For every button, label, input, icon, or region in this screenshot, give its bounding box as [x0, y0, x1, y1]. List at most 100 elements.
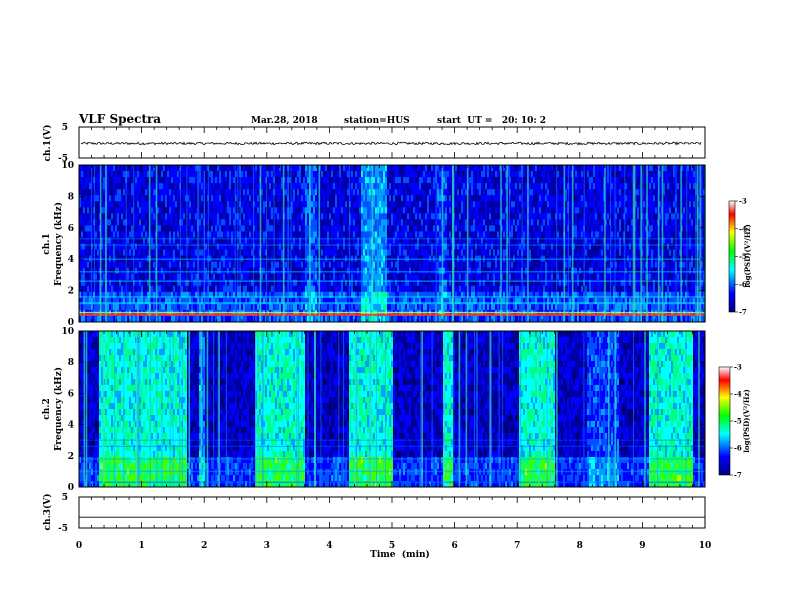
spectrogram-cell — [93, 201, 95, 208]
spectrogram-cell — [147, 237, 149, 244]
spectrogram-cell — [85, 249, 87, 256]
spectrogram-cell — [311, 291, 313, 299]
spectrogram-cell — [443, 213, 445, 220]
spectrogram-cell — [159, 225, 161, 232]
spectrogram-cell — [367, 189, 369, 196]
spectrogram-cell — [97, 171, 99, 178]
spectrogram-cell — [285, 273, 287, 281]
spectrogram-cell — [139, 291, 141, 299]
spectrogram-cell — [281, 291, 283, 299]
spectrogram-cell — [429, 225, 431, 232]
spectrogram-cell — [89, 297, 91, 305]
spectrogram-cell — [151, 201, 153, 208]
spectrogram-cell — [257, 249, 259, 256]
spectrogram-cell — [279, 291, 281, 299]
spectrogram-cell — [331, 249, 333, 256]
spectrogram-cell — [263, 279, 265, 287]
spectrogram-cell — [157, 315, 159, 323]
spectrogram-cell — [217, 195, 219, 202]
spectrogram-cell — [359, 267, 361, 274]
spectrogram-cell — [275, 237, 277, 244]
spectrogram-cell — [249, 285, 251, 293]
spectrogram-cell — [331, 189, 333, 196]
spectrogram-cell — [417, 231, 419, 238]
spectrogram-cell — [111, 255, 113, 262]
spectrogram-cell — [85, 201, 87, 208]
spectrogram-cell — [205, 291, 207, 299]
spectrogram-cell — [431, 303, 433, 311]
spectrogram-cell — [331, 297, 333, 305]
spectrogram-cell — [393, 249, 395, 256]
spectrogram-cell — [403, 213, 405, 220]
spectrogram-cell — [97, 219, 99, 226]
spectrogram-cell — [195, 255, 197, 262]
spectrogram-cell — [451, 231, 453, 238]
spectrogram-cell — [313, 237, 315, 244]
spectrogram-cell — [403, 267, 405, 274]
spectrogram-cell — [159, 219, 161, 226]
spectrogram-cell — [337, 237, 339, 244]
spectrogram-cell — [333, 231, 335, 238]
spectrogram-cell — [229, 291, 231, 299]
spectrogram-cell — [445, 243, 447, 250]
spectrogram-cell — [279, 165, 281, 172]
spectrogram-cell — [175, 165, 177, 172]
spectrogram-cell — [425, 219, 427, 226]
spectrogram-cell — [409, 219, 411, 226]
spectrogram-cell — [317, 207, 319, 214]
spectrogram-cell — [223, 315, 225, 323]
spectrogram-cell — [117, 261, 119, 268]
spectrogram-cell — [415, 249, 417, 256]
spectrogram-cell — [109, 213, 111, 220]
spectrogram-cell — [451, 171, 453, 178]
spectrogram-cell — [373, 279, 375, 287]
spectrogram-cell — [307, 165, 309, 172]
spectrogram-cell — [109, 267, 111, 274]
spectrogram-cell — [267, 315, 269, 323]
spectrogram-cell — [249, 267, 251, 274]
spectrogram-cell — [327, 225, 329, 232]
spectrogram-cell — [445, 183, 447, 190]
spectrogram-cell — [437, 249, 439, 256]
spectrogram-cell — [175, 249, 177, 256]
spectrogram-cell — [201, 231, 203, 238]
spectrogram-cell — [261, 273, 263, 281]
spectrogram-cell — [327, 285, 329, 293]
spectrogram-cell — [177, 231, 179, 238]
spectrogram-cell — [193, 213, 195, 220]
spectrogram-cell — [363, 165, 365, 172]
spectrogram-cell — [393, 195, 395, 202]
spectrogram-cell — [227, 225, 229, 232]
spectrogram-cell — [233, 189, 235, 196]
spectrogram-cell — [185, 291, 187, 299]
spectrogram-cell — [367, 165, 369, 172]
spectrogram-cell — [401, 279, 403, 287]
spectrogram-cell — [323, 237, 325, 244]
spectrogram-cell — [433, 273, 435, 281]
spectrogram-cell — [411, 267, 413, 274]
spectrogram-cell — [135, 213, 137, 220]
spectrogram-cell — [267, 297, 269, 305]
spectrogram-cell — [409, 171, 411, 178]
spectrogram-cell — [261, 285, 263, 293]
spectrogram-cell — [393, 279, 395, 287]
spectrogram-cell — [227, 171, 229, 178]
spectrogram-cell — [103, 165, 105, 172]
spectrogram-cell — [339, 201, 341, 208]
spectrogram-cell — [281, 255, 283, 262]
spectrogram-cell — [443, 195, 445, 202]
spectrogram-cell — [431, 201, 433, 208]
spectrogram-cell — [177, 243, 179, 250]
spectrogram-cell — [215, 267, 217, 274]
spectrogram-cell — [327, 189, 329, 196]
spectrogram-cell — [443, 279, 445, 287]
spectrogram-cell — [229, 183, 231, 190]
spectrogram-cell — [329, 279, 331, 287]
spectrogram-cell — [291, 249, 293, 256]
spectrogram-cell — [317, 249, 319, 256]
spectrogram-cell — [387, 261, 389, 268]
spectrogram-cell — [215, 183, 217, 190]
spectrogram-cell — [245, 195, 247, 202]
spectrogram-cell — [335, 255, 337, 262]
spectrogram-cell — [293, 165, 295, 172]
